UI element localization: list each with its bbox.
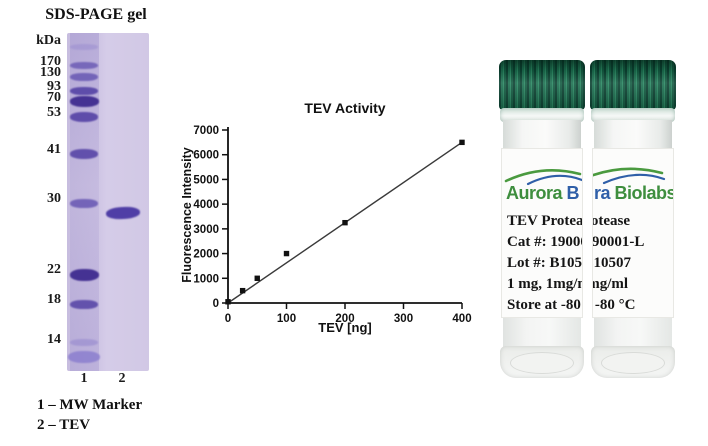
x-tick-label: 0 — [225, 313, 231, 325]
gel-marker-band — [70, 339, 98, 346]
vial-cap — [590, 60, 676, 110]
vial-bottom-ellipse — [601, 352, 665, 374]
gel-marker-band — [70, 269, 99, 281]
vial-cap-ring — [500, 108, 584, 122]
gel-marker-band — [68, 351, 100, 363]
brand-word: Aurora — [506, 183, 563, 203]
brand-word: Biolabs — [614, 183, 674, 203]
vial-label-line: Lot #: B10507 — [507, 255, 582, 271]
y-tick-label: 3000 — [193, 224, 219, 236]
data-point — [225, 299, 231, 305]
vial-label-line: Cat #: 190001-L — [592, 234, 645, 250]
gel-marker-band — [70, 44, 98, 50]
data-point — [459, 139, 465, 146]
vial-label-line: TEV Protease — [507, 213, 583, 229]
vial-label-line: Store at -80 °C — [507, 297, 582, 313]
gel-marker-band — [70, 149, 98, 159]
vial-neck — [594, 120, 672, 150]
gel-marker-band — [70, 87, 98, 95]
vial-label-line: 1 mg, 1mg/ml — [507, 276, 582, 292]
vial-cap-ring — [591, 108, 675, 122]
brand-logo-text: Aurora B — [506, 183, 580, 204]
chart-title: TEV Activity — [304, 100, 386, 116]
ladder-label-53: 53 — [47, 105, 61, 120]
y-tick-label: 4000 — [193, 199, 219, 211]
data-point — [342, 219, 348, 226]
gel-lane-number-2: 2 — [118, 371, 126, 386]
brand-word: B — [562, 183, 580, 203]
y-tick-label: 6000 — [193, 150, 219, 162]
chart-axes — [227, 127, 462, 304]
y-tick-label: 1000 — [193, 273, 219, 285]
vial-label-line: Cat #: 190001-L — [507, 234, 582, 250]
x-tick-label: 100 — [277, 313, 296, 325]
vial-tube-bottom — [500, 346, 584, 378]
vial-label: Aurora B TEV Protease Cat #: 190001-L Lot … — [501, 148, 583, 318]
gel-marker-band — [70, 199, 98, 208]
brand-swoosh-icon — [504, 169, 582, 186]
ladder-label-170: 170 — [40, 54, 61, 69]
vial-label-line: Store at -80 °C — [593, 297, 636, 313]
vial-label-lines: TEV Protease Cat #: 190001-L Lot #: B10507… — [507, 211, 583, 316]
ladder-label-41: 41 — [47, 142, 61, 157]
vial-label-line: Lot #: B10507 — [593, 255, 631, 271]
ladder-label-93: 93 — [47, 79, 61, 94]
y-tick-label: 2000 — [193, 249, 219, 261]
vial-bottom-ellipse — [510, 352, 574, 374]
gel-tev-band — [105, 206, 141, 220]
gel-legend-line-1: 1 – MW Marker — [37, 397, 143, 413]
x-tick-label: 300 — [394, 313, 413, 325]
ladder-label-22: 22 — [47, 262, 61, 277]
y-tick-label: 5000 — [193, 174, 219, 186]
ladder-label-70: 70 — [47, 90, 61, 105]
product-vials-photo: Aurora B TEV Protease Cat #: 190001-L Lot … — [497, 60, 683, 382]
x-tick-label: 200 — [335, 313, 354, 325]
vial-label: ra Biolabs TEV Protease Cat #: 190001-L Lo… — [592, 148, 674, 318]
chart-plot-area: 0 1000 2000 3000 4000 5000 6000 7000 0 100 200 300 4… — [193, 125, 471, 325]
y-tick-label: 0 — [213, 298, 219, 310]
data-point — [283, 250, 290, 257]
brand-swoosh-icon — [593, 167, 666, 185]
ladder-label-30: 30 — [47, 191, 61, 206]
vial-tube-bottom — [591, 346, 675, 378]
x-tick-label: 400 — [452, 313, 471, 325]
gel-marker-band — [70, 96, 99, 107]
gel-marker-band — [70, 73, 98, 81]
ladder-label-kDa: kDa — [36, 33, 61, 48]
vial-label-line: 1 mg, 1mg/ml — [593, 276, 629, 292]
data-point — [254, 275, 260, 281]
vial-cap — [499, 60, 585, 110]
vial-label-line: TEV Protease — [592, 213, 631, 229]
ladder-label-18: 18 — [47, 292, 61, 307]
vial-left: Aurora B TEV Protease Cat #: 190001-L Lot … — [499, 60, 585, 380]
gel-marker-band — [70, 62, 98, 69]
vial-label-lines: TEV Protease Cat #: 190001-L Lot #: B10507… — [592, 211, 673, 316]
gel-marker-band — [70, 300, 98, 309]
chart-x-axis-label: TEV [ng] — [318, 320, 372, 335]
vial-neck — [503, 120, 581, 150]
gel-lane-number-1: 1 — [80, 371, 88, 386]
tev-activity-chart: TEV Activity Fluorescence Intensity TEV … — [172, 92, 472, 347]
brand-logo-text: ra Biolabs — [594, 183, 674, 204]
ladder-label-14: 14 — [47, 332, 61, 347]
brand-word: ra — [594, 183, 615, 203]
gel-marker-band — [70, 112, 98, 122]
gel-legend-line-2: 2 – TEV — [37, 417, 91, 433]
y-tick-label: 7000 — [193, 125, 219, 137]
data-point — [239, 287, 246, 294]
vial-right: ra Biolabs TEV Protease Cat #: 190001-L Lo… — [590, 60, 676, 380]
gel-image — [67, 33, 149, 371]
gel-title: SDS-PAGE gel — [45, 6, 147, 23]
ladder-label-130: 130 — [40, 65, 61, 80]
